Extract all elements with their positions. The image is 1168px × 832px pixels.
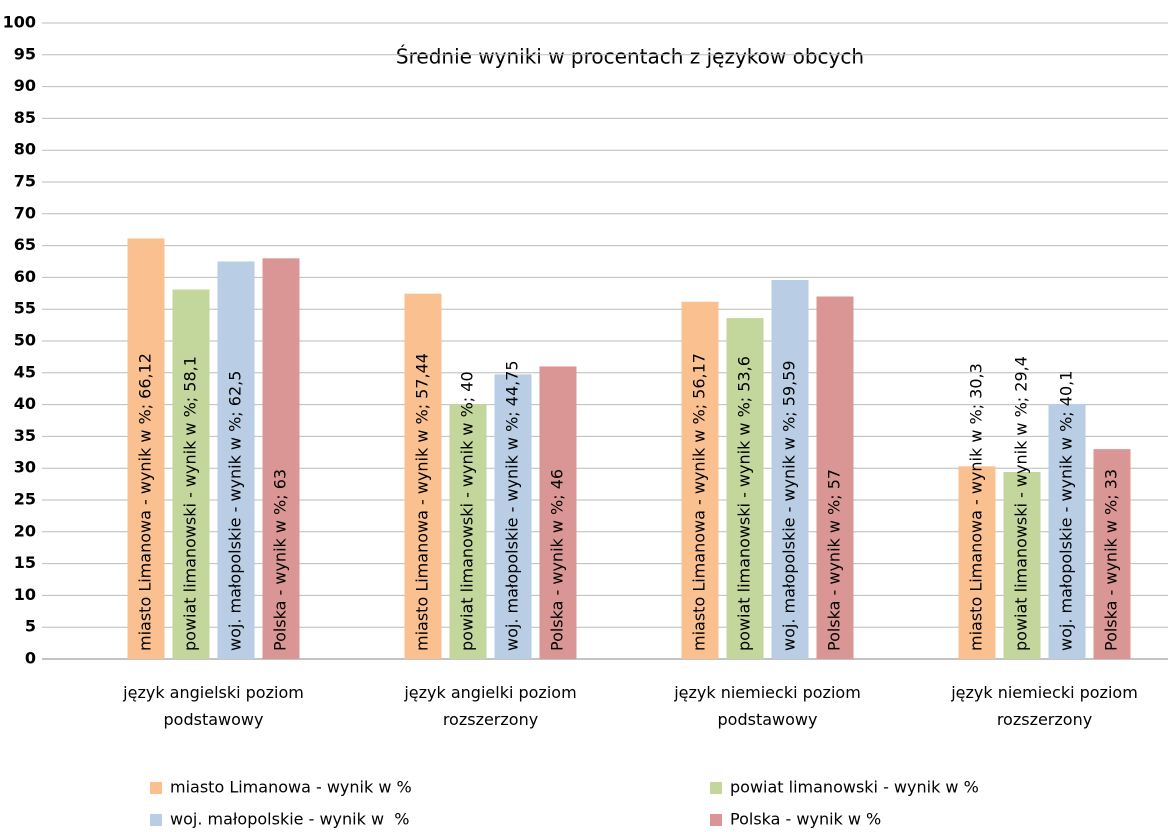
y-tick-label: 90 <box>14 76 36 95</box>
value-label: powiat limanowski - wynik w %; 58,1 <box>181 356 200 651</box>
bar <box>726 318 764 659</box>
value-label: woj. małopolskie - wynik w %; 62,5 <box>226 371 245 651</box>
bar <box>1093 449 1131 659</box>
y-tick-label: 45 <box>14 362 36 381</box>
y-tick-label: 40 <box>14 394 36 413</box>
value-label: woj. małopolskie - wynik w %; 44,75 <box>503 360 522 651</box>
y-tick-label: 70 <box>14 203 36 222</box>
value-label: miasto Limanowa - wynik w %; 57,44 <box>413 353 432 651</box>
value-label: powiat limanowski - wynik w %; 53,6 <box>735 356 754 651</box>
x-tick-label-line: język niemiecki poziom <box>673 683 861 702</box>
y-tick-label: 65 <box>14 235 36 254</box>
y-tick-label: 30 <box>14 458 36 477</box>
value-label: miasto Limanowa - wynik w %; 30,3 <box>967 363 986 651</box>
value-label: Polska - wynik w %; 57 <box>825 469 844 651</box>
bar <box>172 289 210 659</box>
value-label: miasto Limanowa - wynik w %; 66,12 <box>136 353 155 651</box>
value-label: woj. małopolskie - wynik w %; 59,59 <box>780 360 799 651</box>
value-label: powiat limanowski - wynik w %; 40 <box>458 371 477 651</box>
bar <box>494 374 532 659</box>
y-tick-label: 0 <box>25 649 36 668</box>
value-label: powiat limanowski - wynik w %; 29,4 <box>1012 356 1031 651</box>
y-tick-label: 55 <box>14 299 36 318</box>
x-tick-label-line: podstawowy <box>164 710 264 729</box>
y-tick-label: 20 <box>14 521 36 540</box>
bar <box>816 296 854 659</box>
bar <box>217 261 255 659</box>
bar <box>958 466 996 659</box>
y-tick-label: 35 <box>14 426 36 445</box>
chart-title: Średnie wyniki w procentach z językow ob… <box>396 45 864 69</box>
legend-swatch <box>150 814 162 826</box>
x-tick-label: język angielki poziom rozszerzony <box>403 683 576 729</box>
bar <box>449 404 487 659</box>
value-label: woj. małopolskie - wynik w %; 40,1 <box>1057 371 1076 651</box>
y-tick-label: 5 <box>25 617 36 636</box>
y-tick-label: 15 <box>14 553 36 572</box>
value-label: miasto Limanowa - wynik w %; 56,17 <box>690 353 709 651</box>
legend-label: Polska - wynik w % <box>730 810 881 829</box>
bar <box>127 238 165 659</box>
legend-label: woj. małopolskie - wynik w % <box>170 810 409 829</box>
bar <box>681 301 719 659</box>
y-tick-label: 50 <box>14 331 36 350</box>
y-tick-label: 80 <box>14 140 36 159</box>
bar <box>1048 403 1086 659</box>
y-tick-label: 100 <box>3 13 36 32</box>
value-label: Polska - wynik w %; 46 <box>548 469 567 651</box>
legend-swatch <box>150 782 162 794</box>
x-tick-label-line: język angielski poziom <box>122 683 304 702</box>
x-tick-label: język niemiecki poziom rozszerzony <box>950 683 1138 729</box>
x-tick-label-line: podstawowy <box>718 710 818 729</box>
bar <box>262 258 300 659</box>
y-tick-label: 95 <box>14 44 36 63</box>
bar <box>539 366 577 659</box>
y-tick-label: 60 <box>14 267 36 286</box>
legend-label: powiat limanowski - wynik w % <box>730 778 979 797</box>
x-tick-label-line: rozszerzony <box>997 710 1092 729</box>
x-tick-label: język niemiecki poziom podstawowy <box>673 683 861 729</box>
legend-swatch <box>710 782 722 794</box>
bar <box>404 293 442 659</box>
y-tick-label: 10 <box>14 585 36 604</box>
y-tick-label: 75 <box>14 172 36 191</box>
legend-swatch <box>710 814 722 826</box>
bar <box>1003 472 1041 659</box>
x-tick-label-line: język niemiecki poziom <box>950 683 1138 702</box>
x-tick-label-line: język angielki poziom <box>403 683 576 702</box>
bar <box>771 280 809 659</box>
y-tick-label: 25 <box>14 490 36 509</box>
y-tick-label: 85 <box>14 108 36 127</box>
x-tick-label-line: rozszerzony <box>443 710 538 729</box>
x-tick-label: język angielski poziom podstawowy <box>122 683 304 729</box>
value-label: Polska - wynik w %; 33 <box>1102 469 1121 651</box>
legend-label: miasto Limanowa - wynik w % <box>170 778 412 797</box>
value-label: Polska - wynik w %; 63 <box>271 469 290 651</box>
